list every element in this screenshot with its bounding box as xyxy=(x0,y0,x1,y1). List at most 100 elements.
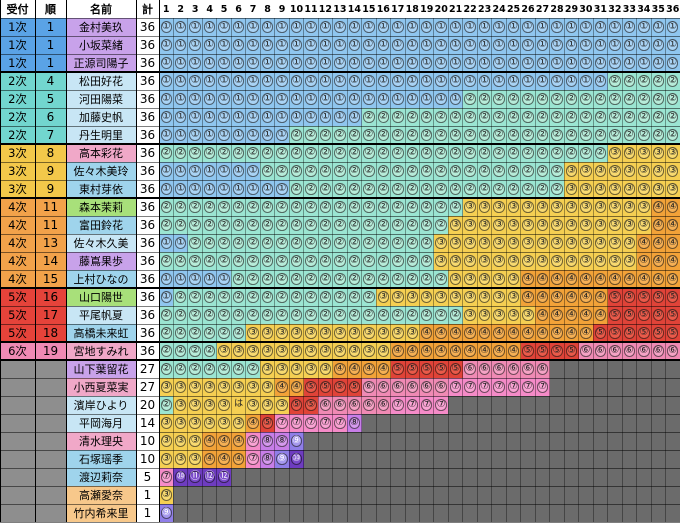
schedule-cell xyxy=(260,504,275,522)
session-badge: ② xyxy=(305,165,316,176)
grid-line xyxy=(0,216,680,217)
column-number: 12 xyxy=(318,0,332,18)
order-cell: 15 xyxy=(35,270,66,288)
schedule-cell: ② xyxy=(622,72,637,90)
schedule-cell xyxy=(666,468,680,486)
session-badge: ⑥ xyxy=(624,345,635,356)
schedule-cell: ① xyxy=(564,72,579,90)
session-badge: ② xyxy=(450,183,461,194)
session-badge: ① xyxy=(262,129,273,140)
schedule-cell: ① xyxy=(550,36,565,54)
session-badge: ④ xyxy=(363,363,374,374)
schedule-cell: ③ xyxy=(492,216,507,234)
session-badge: ⑤ xyxy=(566,345,577,356)
session-badge: ① xyxy=(262,57,273,68)
session-badge: ④ xyxy=(464,327,475,338)
session-badge: ② xyxy=(508,129,519,140)
schedule-cell: ② xyxy=(666,72,680,90)
schedule-cell xyxy=(564,360,579,378)
session-badge: ② xyxy=(609,75,620,86)
session-badge: ② xyxy=(218,309,229,320)
schedule-cell: ⑦ xyxy=(535,378,550,396)
session-badge: ① xyxy=(161,39,172,50)
schedule-cell: ③ xyxy=(260,360,275,378)
schedule-cell xyxy=(217,504,232,522)
session-badge: ② xyxy=(421,309,432,320)
session-badge: ① xyxy=(305,111,316,122)
session-badge: ② xyxy=(537,147,548,158)
schedule-cell: ③ xyxy=(159,450,174,468)
session-badge: ② xyxy=(218,291,229,302)
schedule-cell: ② xyxy=(376,234,391,252)
schedule-cell: ③ xyxy=(159,432,174,450)
schedule-cell: ① xyxy=(550,54,565,72)
schedule-cell: ① xyxy=(188,180,203,198)
session-badge: ② xyxy=(378,201,389,212)
schedule-cell: ① xyxy=(333,18,348,36)
session-badge: ④ xyxy=(580,327,591,338)
schedule-cell: ② xyxy=(492,144,507,162)
schedule-cell: ④ xyxy=(666,198,680,216)
schedule-cell: ② xyxy=(535,108,550,126)
schedule-cell: ② xyxy=(521,162,536,180)
schedule-cell: ① xyxy=(492,72,507,90)
column-number: 31 xyxy=(593,0,607,18)
session-badge: ④ xyxy=(334,363,345,374)
schedule-cell: ③ xyxy=(246,324,261,342)
schedule-cell: ① xyxy=(477,54,492,72)
session-badge: ③ xyxy=(161,453,172,464)
session-badge: ③ xyxy=(233,381,244,392)
schedule-cell: ③ xyxy=(477,306,492,324)
schedule-cell: ① xyxy=(405,36,420,54)
schedule-cell: ① xyxy=(362,72,377,90)
schedule-cell: ③ xyxy=(362,342,377,360)
session-badge: ③ xyxy=(595,201,606,212)
schedule-cell: ② xyxy=(304,198,319,216)
schedule-cell: ② xyxy=(420,198,435,216)
session-badge: ③ xyxy=(161,489,172,500)
session-badge: ② xyxy=(161,147,172,158)
schedule-cell xyxy=(275,468,290,486)
session-badge: ① xyxy=(450,57,461,68)
session-badge: ③ xyxy=(493,291,504,302)
schedule-cell: ② xyxy=(362,216,377,234)
session-badge: ② xyxy=(204,147,215,158)
column-number: 11 xyxy=(304,0,318,18)
schedule-cell: ④ xyxy=(347,360,362,378)
session-badge: ① xyxy=(175,21,186,32)
session-badge: ③ xyxy=(493,237,504,248)
session-badge: ③ xyxy=(349,345,360,356)
schedule-cell xyxy=(579,414,594,432)
session-badge: ② xyxy=(653,93,664,104)
session-badge: ① xyxy=(508,39,519,50)
session-badge: ① xyxy=(522,75,533,86)
session-badge: ③ xyxy=(566,183,577,194)
session-badge: ① xyxy=(161,21,172,32)
round-separator xyxy=(0,71,680,73)
session-badge: ② xyxy=(407,255,418,266)
schedule-cell: ② xyxy=(217,144,232,162)
schedule-cell: ③ xyxy=(622,180,637,198)
schedule-cell xyxy=(608,414,623,432)
session-badge: ② xyxy=(537,165,548,176)
schedule-cell: ② xyxy=(159,216,174,234)
schedule-cell: ③ xyxy=(275,396,290,414)
schedule-cell: ② xyxy=(448,198,463,216)
session-badge: ③ xyxy=(479,255,490,266)
session-badge: ③ xyxy=(580,201,591,212)
name-cell: 上村ひなの xyxy=(66,270,136,288)
schedule-cell: ④ xyxy=(521,288,536,306)
session-badge: ② xyxy=(305,183,316,194)
round-cell: 4次 xyxy=(0,234,35,252)
session-badge: ③ xyxy=(522,201,533,212)
schedule-cell: ② xyxy=(405,234,420,252)
schedule-cell: ② xyxy=(564,144,579,162)
schedule-cell: ③ xyxy=(550,216,565,234)
schedule-cell xyxy=(492,432,507,450)
schedule-cell: ① xyxy=(376,90,391,108)
session-badge: ① xyxy=(233,165,244,176)
schedule-cell: ② xyxy=(376,306,391,324)
session-badge: ② xyxy=(407,183,418,194)
session-badge: ② xyxy=(392,255,403,266)
session-badge: ② xyxy=(233,309,244,320)
